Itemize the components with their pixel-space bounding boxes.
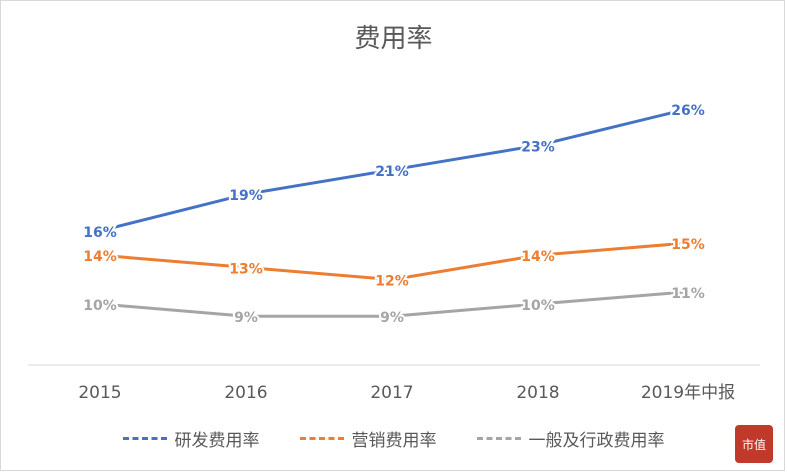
x-tick-label: 2018 bbox=[516, 383, 559, 403]
data-label: 16% bbox=[83, 225, 117, 241]
data-label: 19% bbox=[229, 188, 263, 204]
data-label: 11% bbox=[671, 286, 705, 302]
data-label: 15% bbox=[671, 237, 705, 253]
x-tick-label: 2017 bbox=[370, 383, 413, 403]
legend-item-marketing: 营销费用率 bbox=[299, 426, 437, 451]
watermark-badge: 市值 bbox=[735, 425, 773, 463]
legend-swatch-marketing bbox=[299, 437, 344, 440]
series-line-1 bbox=[99, 241, 689, 282]
legend-item-admin: 一般及行政费用率 bbox=[476, 426, 665, 451]
legend: 研发费用率 营销费用率 一般及行政费用率 bbox=[0, 426, 787, 451]
data-label: 21% bbox=[375, 164, 409, 180]
data-label: 26% bbox=[671, 103, 705, 119]
data-label: 12% bbox=[375, 274, 409, 290]
series-line-2 bbox=[99, 290, 689, 318]
legend-item-rd: 研发费用率 bbox=[122, 426, 260, 451]
chart-title: 费用率 bbox=[354, 24, 433, 54]
legend-label-rd: 研发费用率 bbox=[174, 431, 260, 451]
legend-label-marketing: 营销费用率 bbox=[351, 431, 437, 451]
legend-swatch-rd bbox=[122, 437, 167, 440]
legend-swatch-admin bbox=[476, 437, 521, 440]
x-tick-label: 2016 bbox=[224, 383, 267, 403]
data-label: 14% bbox=[83, 249, 117, 265]
data-label: 14% bbox=[521, 249, 555, 265]
data-label: 13% bbox=[229, 261, 263, 277]
data-label: 10% bbox=[83, 298, 117, 314]
data-label: 9% bbox=[234, 310, 258, 326]
x-tick-label: 2019年中报 bbox=[641, 383, 735, 403]
data-label: 10% bbox=[521, 298, 555, 314]
x-tick-label: 2015 bbox=[78, 383, 121, 403]
series-line-0 bbox=[99, 107, 689, 233]
data-label: 9% bbox=[380, 310, 404, 326]
data-label: 23% bbox=[521, 139, 555, 155]
legend-label-admin: 一般及行政费用率 bbox=[528, 431, 665, 451]
